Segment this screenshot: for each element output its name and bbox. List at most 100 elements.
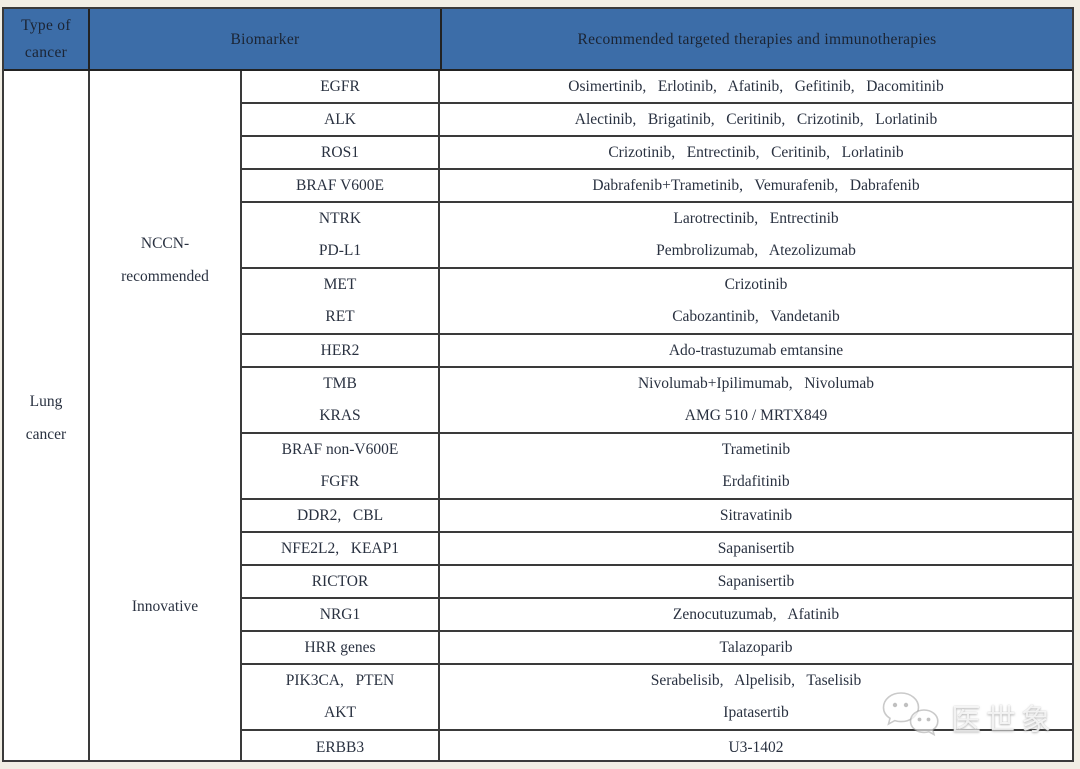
biomarker-name: NFE2L2, KEAP1	[281, 539, 399, 557]
biomarker-name: MET	[323, 276, 357, 293]
therapy-cell: Alectinib, Brigatinib, Ceritinib, Crizot…	[440, 104, 1072, 135]
biomarker-name: RICTOR	[311, 572, 369, 590]
table-row: ERBB3 U3-1402	[242, 731, 1072, 760]
therapy-names: Nivolumab+Ipilimumab, Nivolumab	[637, 375, 875, 392]
therapy-cell: Talazoparib	[440, 632, 1072, 663]
therapy-names: Serabelisib, Alpelisib, Taselisib	[650, 672, 862, 689]
biomarker-cell: RICTOR	[242, 566, 440, 597]
biomarker-cell: HRR genes	[242, 632, 440, 663]
therapy-cell: Trametinib Erdafitinib	[440, 434, 1072, 498]
therapy-cell: Sapanisertib	[440, 533, 1072, 564]
table-row: RICTOR Sapanisertib	[242, 566, 1072, 599]
therapy-cell: Crizotinib Cabozantinib, Vandetanib	[440, 269, 1072, 333]
cancer-type-line2: cancer	[25, 425, 67, 443]
table-row: NFE2L2, KEAP1 Sapanisertib	[242, 533, 1072, 566]
therapy-names: Erdafitinib	[722, 473, 790, 490]
therapy-names: Zenocutuzumab, Afatinib	[672, 605, 840, 623]
table-row: NTRK PD-L1 Larotrectinib, Entrectinib Pembr…	[242, 203, 1072, 269]
therapy-cell: Nivolumab+Ipilimumab, Nivolumab AMG 510 /…	[440, 368, 1072, 432]
therapy-names: Larotrectinib, Entrectinib	[673, 210, 839, 227]
therapy-names: Sapanisertib	[717, 539, 795, 557]
table-body: Lung cancer NCCN-recommended Innovative E…	[4, 71, 1072, 760]
biomarker-cell: NRG1	[242, 599, 440, 630]
header-type-line1: Type of	[21, 17, 71, 34]
therapy-cell: Sitravatinib	[440, 500, 1072, 531]
therapy-cell: Serabelisib, Alpelisib, Taselisib Ipatase…	[440, 665, 1072, 729]
biomarker-name: HRR genes	[304, 638, 376, 656]
header-cell-type-of-cancer: Type of cancer	[4, 9, 90, 69]
header-cell-therapies: Recommended targeted therapies and immun…	[442, 9, 1072, 69]
biomarker-name: TMB	[323, 375, 357, 392]
group-label-line: recommended	[121, 267, 209, 285]
table-row: MET RET Crizotinib Cabozantinib, Vandetanib	[242, 269, 1072, 335]
biomarker-name: EGFR	[320, 77, 360, 95]
therapy-cell: Ado-trastuzumab emtansine	[440, 335, 1072, 366]
therapy-cell: Sapanisertib	[440, 566, 1072, 597]
biomarker-name: NTRK	[318, 210, 362, 227]
therapy-names: Alectinib, Brigatinib, Ceritinib, Crizot…	[574, 110, 938, 128]
biomarker-cell: NFE2L2, KEAP1	[242, 533, 440, 564]
therapy-cell: Crizotinib, Entrectinib, Ceritinib, Lorl…	[440, 137, 1072, 168]
table-row: HRR genes Talazoparib	[242, 632, 1072, 665]
biomarker-cell: ALK	[242, 104, 440, 135]
group-cell-innovative: Innovative	[90, 448, 240, 760]
therapy-names: Pembrolizumab, Atezolizumab	[656, 242, 856, 259]
biomarker-name: RET	[325, 308, 355, 325]
biomarker-name: AKT	[324, 704, 356, 721]
therapy-cell: Zenocutuzumab, Afatinib	[440, 599, 1072, 630]
therapy-names: Cabozantinib, Vandetanib	[672, 308, 840, 325]
therapy-names: Crizotinib, Entrectinib, Ceritinib, Lorl…	[608, 143, 904, 161]
header-type-line2: cancer	[24, 44, 68, 61]
biomarker-name: FGFR	[320, 473, 360, 490]
biomarker-cell: ERBB3	[242, 731, 440, 760]
group-cell-nccn-recommended: NCCN-recommended	[90, 71, 240, 448]
biomarker-group-column: NCCN-recommended Innovative	[90, 71, 242, 760]
biomarker-name: ERBB3	[315, 738, 365, 756]
biomarker-name: KRAS	[319, 407, 361, 424]
therapy-names: Dabrafenib+Trametinib, Vemurafenib, Dabr…	[592, 176, 920, 194]
therapy-names: Sapanisertib	[717, 572, 795, 590]
biomarker-cell: MET RET	[242, 269, 440, 333]
table-row: TMB KRAS Nivolumab+Ipilimumab, Nivolumab AM…	[242, 368, 1072, 434]
header-therapies-label: Recommended targeted therapies and immun…	[577, 30, 937, 48]
therapy-names: U3-1402	[728, 738, 784, 756]
biomarker-cell: EGFR	[242, 71, 440, 102]
table-row: ALK Alectinib, Brigatinib, Ceritinib, Cri…	[242, 104, 1072, 137]
therapy-cell: Dabrafenib+Trametinib, Vemurafenib, Dabr…	[440, 170, 1072, 201]
table-row: BRAF V600E Dabrafenib+Trametinib, Vemuraf…	[242, 170, 1072, 203]
table-rows-column: EGFR Osimertinib, Erlotinib, Afatinib, Ge…	[242, 71, 1072, 760]
table-header: Type of cancer Biomarker Recommended tar…	[4, 9, 1072, 71]
biomarker-cell: PIK3CA, PTEN AKT	[242, 665, 440, 729]
table-row: BRAF non-V600E FGFR Trametinib Erdafitinib	[242, 434, 1072, 500]
biomarker-cell: BRAF V600E	[242, 170, 440, 201]
therapy-cell: U3-1402	[440, 731, 1072, 760]
header-biomarker-label: Biomarker	[230, 30, 300, 48]
biomarker-name: DDR2, CBL	[296, 506, 384, 524]
biomarker-cell: TMB KRAS	[242, 368, 440, 432]
therapy-names: AMG 510 / MRTX849	[684, 407, 828, 424]
biomarker-name: BRAF non-V600E	[281, 441, 399, 458]
biomarker-cell: NTRK PD-L1	[242, 203, 440, 267]
biomarker-cell: DDR2, CBL	[242, 500, 440, 531]
therapy-names: Crizotinib	[724, 276, 788, 293]
therapy-names: Sitravatinib	[719, 506, 793, 524]
table-row: EGFR Osimertinib, Erlotinib, Afatinib, Ge…	[242, 71, 1072, 104]
therapy-names: Trametinib	[721, 441, 791, 458]
biomarker-cell: ROS1	[242, 137, 440, 168]
biomarker-name: ALK	[324, 110, 356, 128]
therapy-names: Ipatasertib	[723, 704, 789, 721]
table-row: HER2 Ado-trastuzumab emtansine	[242, 335, 1072, 368]
biomarker-name: PD-L1	[318, 242, 362, 259]
table-row: NRG1 Zenocutuzumab, Afatinib	[242, 599, 1072, 632]
header-cell-biomarker: Biomarker	[90, 9, 442, 69]
therapy-names: Ado-trastuzumab emtansine	[668, 341, 844, 359]
group-label-line: NCCN-	[140, 234, 190, 252]
table-row: DDR2, CBL Sitravatinib	[242, 500, 1072, 533]
table-row: ROS1 Crizotinib, Entrectinib, Ceritinib, …	[242, 137, 1072, 170]
biomarker-name: PIK3CA, PTEN	[285, 672, 395, 689]
biomarker-name: ROS1	[321, 143, 359, 161]
therapy-cell: Larotrectinib, Entrectinib Pembrolizumab,…	[440, 203, 1072, 267]
therapy-table: Type of cancer Biomarker Recommended tar…	[2, 7, 1074, 762]
biomarker-cell: HER2	[242, 335, 440, 366]
